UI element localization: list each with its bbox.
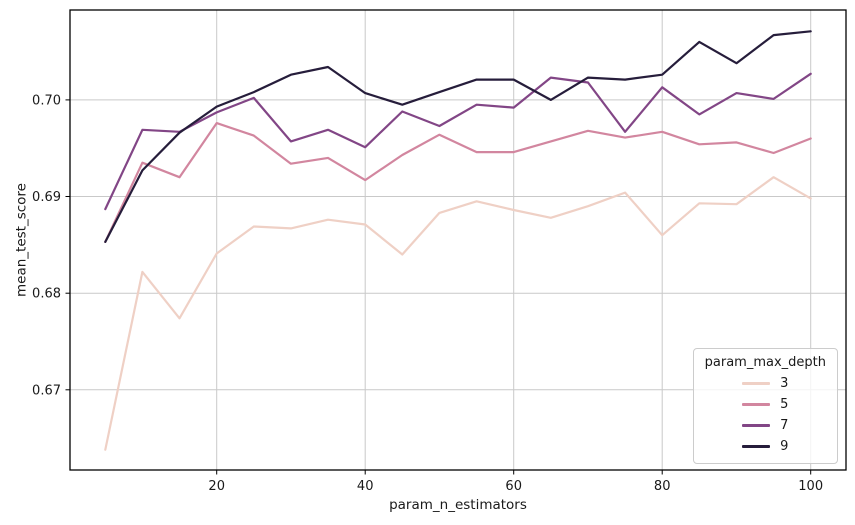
y-tick-label: 0.69 <box>32 190 61 205</box>
legend-label-3: 3 <box>780 376 789 391</box>
legend: param_max_depth 3 5 7 9 <box>692 348 838 464</box>
y-tick-label: 0.70 <box>32 93 61 108</box>
plot-border <box>69 9 847 471</box>
legend-label-7: 7 <box>780 418 789 433</box>
legend-title: param_max_depth <box>704 355 826 370</box>
legend-entries: 3 5 7 9 <box>742 373 788 457</box>
x-axis-label: param_n_estimators <box>389 497 527 513</box>
y-tick-label: 0.67 <box>32 383 61 398</box>
legend-entry-7: 7 <box>742 415 788 436</box>
x-tick-label: 100 <box>798 479 823 494</box>
x-tick-label: 20 <box>208 479 225 494</box>
series-line-depth-5 <box>104 121 812 243</box>
legend-entry-3: 3 <box>742 373 788 394</box>
y-tick-label: 0.68 <box>32 287 61 302</box>
legend-label-5: 5 <box>780 397 789 412</box>
legend-entry-9: 9 <box>742 436 788 457</box>
legend-swatch-9 <box>742 445 771 448</box>
legend-swatch-7 <box>742 424 771 427</box>
legend-label-9: 9 <box>780 439 789 454</box>
legend-entry-5: 5 <box>742 394 788 415</box>
y-axis-label: mean_test_score <box>13 183 30 297</box>
series-line-depth-3 <box>104 176 812 451</box>
x-tick-label: 60 <box>505 479 522 494</box>
legend-swatch-3 <box>742 382 771 385</box>
x-tick-label: 40 <box>357 479 374 494</box>
legend-swatch-5 <box>742 403 771 406</box>
series-line-depth-7 <box>104 72 812 211</box>
x-tick-label: 80 <box>654 479 671 494</box>
series-line-depth-9 <box>104 30 812 243</box>
